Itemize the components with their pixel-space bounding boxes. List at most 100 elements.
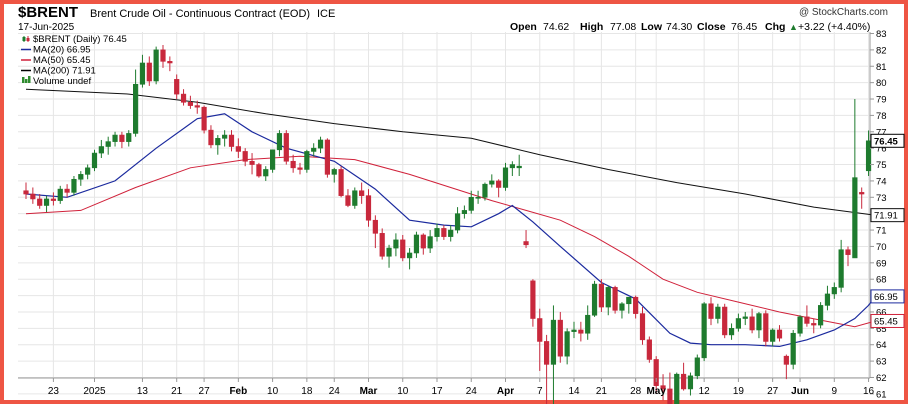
candle	[304, 149, 310, 173]
candle	[324, 138, 331, 178]
candle	[550, 305, 557, 404]
candle	[639, 307, 646, 345]
candle	[256, 162, 262, 178]
candle	[37, 194, 43, 209]
candle	[735, 313, 741, 332]
candle	[413, 231, 420, 258]
candle	[824, 285, 831, 311]
y-tick-label: 82	[876, 45, 887, 56]
candle	[91, 149, 98, 172]
candle	[845, 246, 851, 267]
candle	[194, 100, 200, 114]
candle	[543, 334, 550, 404]
price-tag-ma50: 65.45	[870, 313, 905, 328]
candle	[674, 372, 680, 404]
symbol-label: $BRENT	[18, 4, 78, 21]
y-tick-label: 76	[876, 144, 887, 155]
ma20-line	[25, 113, 876, 348]
candle	[406, 248, 413, 270]
legend-item: $BRENT (Daily) 76.45	[22, 34, 127, 45]
candle	[749, 308, 755, 334]
candle	[365, 189, 372, 227]
candle	[475, 190, 481, 204]
candle	[680, 362, 687, 391]
ma50-line	[25, 155, 876, 328]
candle	[509, 161, 515, 177]
legend-item: MA(200) 71.91	[21, 66, 96, 77]
y-tick-label: 69	[876, 258, 887, 269]
x-tick-label: Jun	[791, 386, 809, 397]
chg-arrow-icon: ▲	[789, 22, 798, 32]
y-tick-label: 83	[876, 29, 887, 40]
candle	[489, 174, 495, 188]
x-tick-label: 28	[630, 386, 642, 397]
candle	[441, 225, 447, 240]
y-tick-label: 77	[876, 127, 887, 138]
candle	[434, 223, 440, 242]
candle	[427, 230, 433, 253]
moving-averages	[25, 88, 876, 348]
price-tag-text: 66.95	[874, 292, 898, 303]
close-value: 76.45	[731, 21, 757, 33]
candle	[201, 105, 207, 134]
x-tick-label: Mar	[360, 386, 378, 397]
y-tick-label: 62	[876, 373, 887, 384]
candle	[187, 95, 194, 109]
candle	[530, 279, 536, 327]
candle	[276, 130, 283, 157]
y-tick-label: 63	[876, 357, 887, 368]
candle	[742, 311, 748, 326]
candle	[85, 164, 91, 180]
x-tick-label: Feb	[229, 386, 247, 397]
legend-label: Volume undef	[33, 76, 91, 87]
y-tick-label: 66	[876, 307, 887, 318]
y-tick-label: 80	[876, 78, 887, 89]
x-tick-label: 24	[329, 386, 341, 397]
x-tick-label: 16	[863, 386, 875, 397]
x-tick-label: 13	[137, 386, 149, 397]
price-tag-price: 76.45	[870, 133, 905, 148]
candle	[797, 315, 803, 337]
candle	[852, 99, 858, 259]
candle	[208, 125, 214, 149]
candle	[523, 230, 529, 249]
candle	[585, 305, 591, 340]
candle	[215, 135, 221, 155]
x-tick-label: 7	[537, 386, 543, 397]
candle	[290, 154, 296, 173]
candle	[728, 323, 735, 340]
candle	[112, 131, 118, 147]
low-value: 74.30	[666, 21, 692, 33]
candle	[43, 195, 50, 213]
candle	[626, 296, 632, 314]
x-tick-label: 9	[832, 386, 838, 397]
x-tick-label: 24	[466, 386, 478, 397]
y-tick-label: 68	[876, 275, 887, 286]
x-tick-label: 12	[699, 386, 711, 397]
price-tag-text: 65.45	[874, 316, 898, 327]
candle	[269, 149, 276, 173]
candle	[468, 190, 474, 214]
legend-label: MA(200) 71.91	[33, 66, 96, 77]
candle	[263, 166, 269, 181]
y-tick-label: 70	[876, 242, 887, 253]
x-tick-label: 21	[596, 386, 608, 397]
y-tick-label: 81	[876, 62, 887, 73]
candle	[222, 130, 228, 147]
candle	[646, 336, 652, 363]
candle	[297, 162, 303, 175]
y-tick-label: 71	[876, 226, 887, 237]
y-tick-label: 61	[876, 389, 887, 400]
x-tick-label: 17	[431, 386, 443, 397]
candle	[811, 318, 817, 334]
candle	[598, 279, 604, 312]
candle	[756, 311, 762, 339]
candle	[763, 310, 769, 347]
candle	[831, 282, 837, 299]
open-label: Open	[510, 21, 537, 33]
x-tick-label: 14	[568, 386, 580, 397]
legend-item: MA(20) 66.95	[21, 45, 91, 56]
y-tick-label: 79	[876, 95, 887, 106]
candle	[393, 233, 399, 257]
